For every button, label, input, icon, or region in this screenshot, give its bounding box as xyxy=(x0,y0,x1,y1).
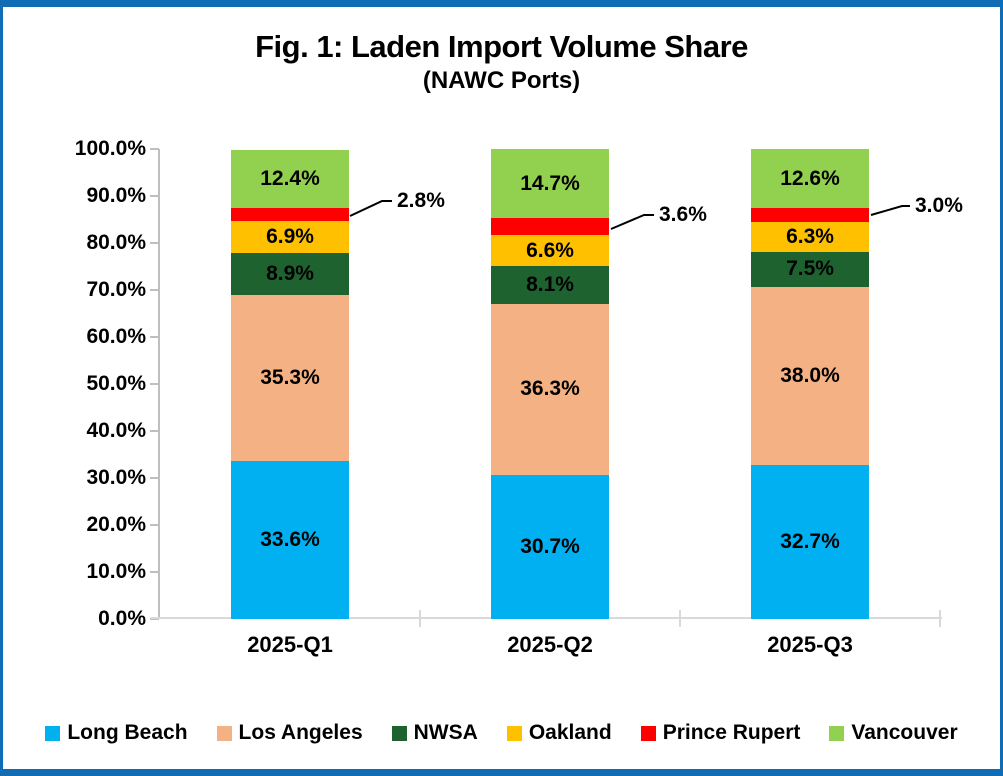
segment-los-angeles: 35.3% xyxy=(231,295,349,462)
x-tick-mark xyxy=(939,610,941,627)
x-tick-mark xyxy=(419,610,421,627)
data-label: 6.6% xyxy=(526,238,574,262)
legend-label: Prince Rupert xyxy=(662,721,801,744)
segment-prince-rupert xyxy=(751,208,869,223)
segment-los-angeles: 36.3% xyxy=(491,304,609,475)
data-label: 32.7% xyxy=(780,530,840,554)
callout-label-prince-rupert-q3: 3.0% xyxy=(915,194,963,217)
segment-oakland: 6.6% xyxy=(491,235,609,267)
y-tick-mark xyxy=(150,430,159,432)
y-tick-mark xyxy=(150,242,159,244)
legend-item-nwsa: NWSA xyxy=(391,721,478,745)
legend-item-los-angeles: Los Angeles xyxy=(216,721,363,745)
x-tick-mark xyxy=(679,610,681,627)
y-tick-mark xyxy=(150,148,159,150)
legend-label: NWSA xyxy=(413,721,478,744)
legend-swatch-icon xyxy=(45,725,61,741)
data-label: 14.7% xyxy=(520,171,580,195)
data-label: 7.5% xyxy=(786,257,834,281)
y-tick-mark xyxy=(150,195,159,197)
segment-vancouver: 12.4% xyxy=(231,149,349,208)
segment-oakland: 6.3% xyxy=(751,222,869,252)
segment-nwsa: 8.9% xyxy=(231,253,349,296)
y-tick-mark xyxy=(150,477,159,479)
legend-swatch-icon xyxy=(391,725,407,741)
data-label: 12.6% xyxy=(780,166,840,190)
legend-swatch-icon xyxy=(829,725,845,741)
x-axis-label-2025-q3: 2025-Q3 xyxy=(767,632,853,657)
y-axis-label: 100.0% xyxy=(74,137,146,160)
y-axis-label: 20.0% xyxy=(86,513,146,536)
y-axis-label: 30.0% xyxy=(86,466,146,489)
legend-swatch-icon xyxy=(640,725,656,741)
stacked-bar-2025-q3: 32.7% 38.0% 7.5% 6.3% 12.6% xyxy=(751,149,869,619)
legend-item-vancouver: Vancouver xyxy=(829,721,958,745)
data-label: 35.3% xyxy=(260,366,320,390)
data-label: 36.3% xyxy=(520,377,580,401)
callout-label-prince-rupert-q2: 3.6% xyxy=(659,203,707,226)
chart-subtitle: (NAWC Ports) xyxy=(422,67,581,94)
y-tick-mark xyxy=(150,618,159,620)
segment-prince-rupert xyxy=(491,218,609,236)
data-label: 6.9% xyxy=(266,225,314,249)
y-axis-label: 0.0% xyxy=(98,607,146,630)
y-tick-mark xyxy=(150,289,159,291)
y-axis-label: 90.0% xyxy=(86,184,146,207)
segment-vancouver: 14.7% xyxy=(491,149,609,219)
segment-los-angeles: 38.0% xyxy=(751,287,869,466)
chart-title: Fig. 1: Laden Import Volume Share xyxy=(255,29,748,64)
y-axis-label: 50.0% xyxy=(86,372,146,395)
y-axis-label: 10.0% xyxy=(86,560,146,583)
stacked-bar-2025-q2: 30.7% 36.3% 8.1% 6.6% 14.7% xyxy=(491,149,609,619)
legend-label: Los Angeles xyxy=(238,721,363,744)
y-axis-label: 60.0% xyxy=(86,325,146,348)
legend-item-oakland: Oakland xyxy=(506,721,612,745)
legend-swatch-icon xyxy=(216,725,232,741)
segment-prince-rupert xyxy=(231,207,349,221)
stacked-bar-2025-q1: 33.6% 35.3% 8.9% 6.9% 12.4% xyxy=(231,149,349,619)
segment-nwsa: 8.1% xyxy=(491,266,609,305)
legend-label: Oakland xyxy=(528,721,612,744)
y-axis-label: 80.0% xyxy=(86,231,146,254)
segment-long-beach: 32.7% xyxy=(751,465,869,619)
y-axis-label: 70.0% xyxy=(86,278,146,301)
x-axis-label-2025-q1: 2025-Q1 xyxy=(247,632,333,657)
legend-item-long-beach: Long Beach xyxy=(45,721,188,745)
data-label: 8.9% xyxy=(266,262,314,286)
segment-long-beach: 30.7% xyxy=(491,474,609,619)
y-tick-mark xyxy=(150,336,159,338)
legend: Long Beach Los Angeles NWSA Oakland Prin… xyxy=(3,721,1000,745)
legend-item-prince-rupert: Prince Rupert xyxy=(640,721,801,745)
data-label: 12.4% xyxy=(260,166,320,190)
callout-label-prince-rupert-q1: 2.8% xyxy=(397,189,445,212)
data-label: 30.7% xyxy=(520,534,580,558)
y-tick-mark xyxy=(150,383,159,385)
data-label: 33.6% xyxy=(260,528,320,552)
y-axis-line xyxy=(158,149,160,619)
y-tick-mark xyxy=(150,524,159,526)
segment-nwsa: 7.5% xyxy=(751,251,869,288)
y-tick-mark xyxy=(150,571,159,573)
segment-vancouver: 12.6% xyxy=(751,149,869,209)
segment-oakland: 6.9% xyxy=(231,220,349,254)
legend-label: Vancouver xyxy=(851,721,958,744)
data-label: 8.1% xyxy=(526,273,574,297)
legend-swatch-icon xyxy=(506,725,522,741)
data-label: 38.0% xyxy=(780,364,840,388)
legend-label: Long Beach xyxy=(67,721,188,744)
x-axis-label-2025-q2: 2025-Q2 xyxy=(507,632,593,657)
segment-long-beach: 33.6% xyxy=(231,461,349,619)
y-axis-label: 40.0% xyxy=(86,419,146,442)
data-label: 6.3% xyxy=(786,225,834,249)
